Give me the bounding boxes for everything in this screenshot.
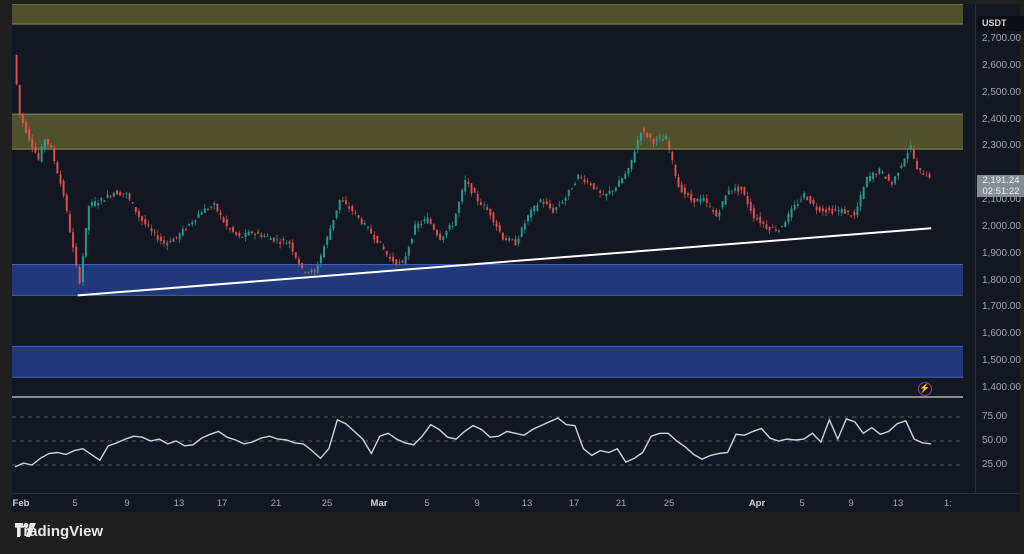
ascending-trendline[interactable]: [77, 227, 932, 297]
candles[interactable]: [15, 54, 931, 286]
last-price-badge: 2,191.24 02:51:22: [977, 175, 1024, 197]
time-axis-label: 1:: [944, 498, 952, 509]
price-axis-label: 1,400.00: [982, 381, 1021, 393]
last-price-value: 2,191.24: [982, 175, 1020, 186]
price-axis-label: 2,500.00: [982, 86, 1021, 98]
time-axis-label: 17: [568, 498, 580, 509]
time-axis-label: Feb: [12, 498, 30, 509]
chart-area[interactable]: 2,700.00 2,600.00 2,500.00 2,400.00 2,300.00…: [12, 4, 1024, 513]
price-axis-label: 1,500.00: [982, 355, 1021, 367]
tradingview-wordmark: TradingView: [15, 523, 104, 540]
price-chart-canvas[interactable]: [12, 4, 963, 494]
rsi-axis[interactable]: 75.00 50.00 25.00: [975, 398, 1024, 493]
time-axis-label: 13: [521, 498, 533, 509]
price-axis-label: 2,300.00: [982, 140, 1021, 152]
rsi-axis-label: 75.00: [982, 411, 1008, 422]
time-axis-label: 9: [848, 498, 854, 509]
lightning-icon[interactable]: ⚡: [918, 382, 932, 396]
time-axis-label: 5: [424, 498, 430, 509]
price-axis-label: 2,100.00: [982, 194, 1021, 206]
time-axis-label: 9: [474, 498, 480, 509]
price-axis-label: 2,400.00: [982, 113, 1021, 125]
resistance-zone[interactable]: [12, 114, 963, 150]
time-axis-label: 5: [72, 498, 78, 509]
top-resistance-zone[interactable]: [12, 4, 963, 24]
currency-label[interactable]: USDT: [978, 16, 1024, 31]
time-axis-label: 13: [892, 498, 904, 509]
time-axis-label: Mar: [370, 498, 388, 509]
time-axis-label: Apr: [748, 498, 766, 509]
time-axis-label: 25: [321, 498, 333, 509]
time-axis-label: 25: [663, 498, 675, 509]
time-axis-label: 17: [216, 498, 228, 509]
time-axis-label: 21: [270, 498, 282, 509]
price-axis-label: 1,600.00: [982, 328, 1021, 340]
rsi-line[interactable]: [14, 417, 932, 468]
time-axis-label: 5: [799, 498, 805, 509]
price-axis-label: 1,800.00: [982, 274, 1021, 286]
candle-countdown: 02:51:22: [982, 185, 1020, 197]
price-axis-label: 2,700.00: [982, 33, 1021, 44]
support-zone[interactable]: [12, 264, 963, 296]
time-axis-label: 21: [615, 498, 627, 509]
price-axis-label: 2,600.00: [982, 59, 1021, 71]
time-axis-label: 13: [173, 498, 185, 509]
rsi-axis-label: 50.00: [982, 435, 1008, 446]
tradingview-logo-icon: [15, 523, 36, 537]
lower-support-zone[interactable]: [12, 346, 963, 378]
time-axis-label: 9: [124, 498, 130, 509]
tradingview-logo: TradingView: [15, 523, 103, 540]
time-axis[interactable]: Feb 5 9 13 17 21 25 Mar 5 9 13 17 21 25 Apr 5 9 13 1:: [12, 493, 1020, 513]
price-axis-label: 2,000.00: [982, 220, 1021, 232]
price-axis-label: 1,900.00: [982, 247, 1021, 259]
rsi-axis-label: 25.00: [982, 459, 1008, 470]
price-axis[interactable]: 2,700.00 2,600.00 2,500.00 2,400.00 2,300.00…: [975, 4, 1024, 398]
price-axis-label: 1,700.00: [982, 301, 1021, 313]
